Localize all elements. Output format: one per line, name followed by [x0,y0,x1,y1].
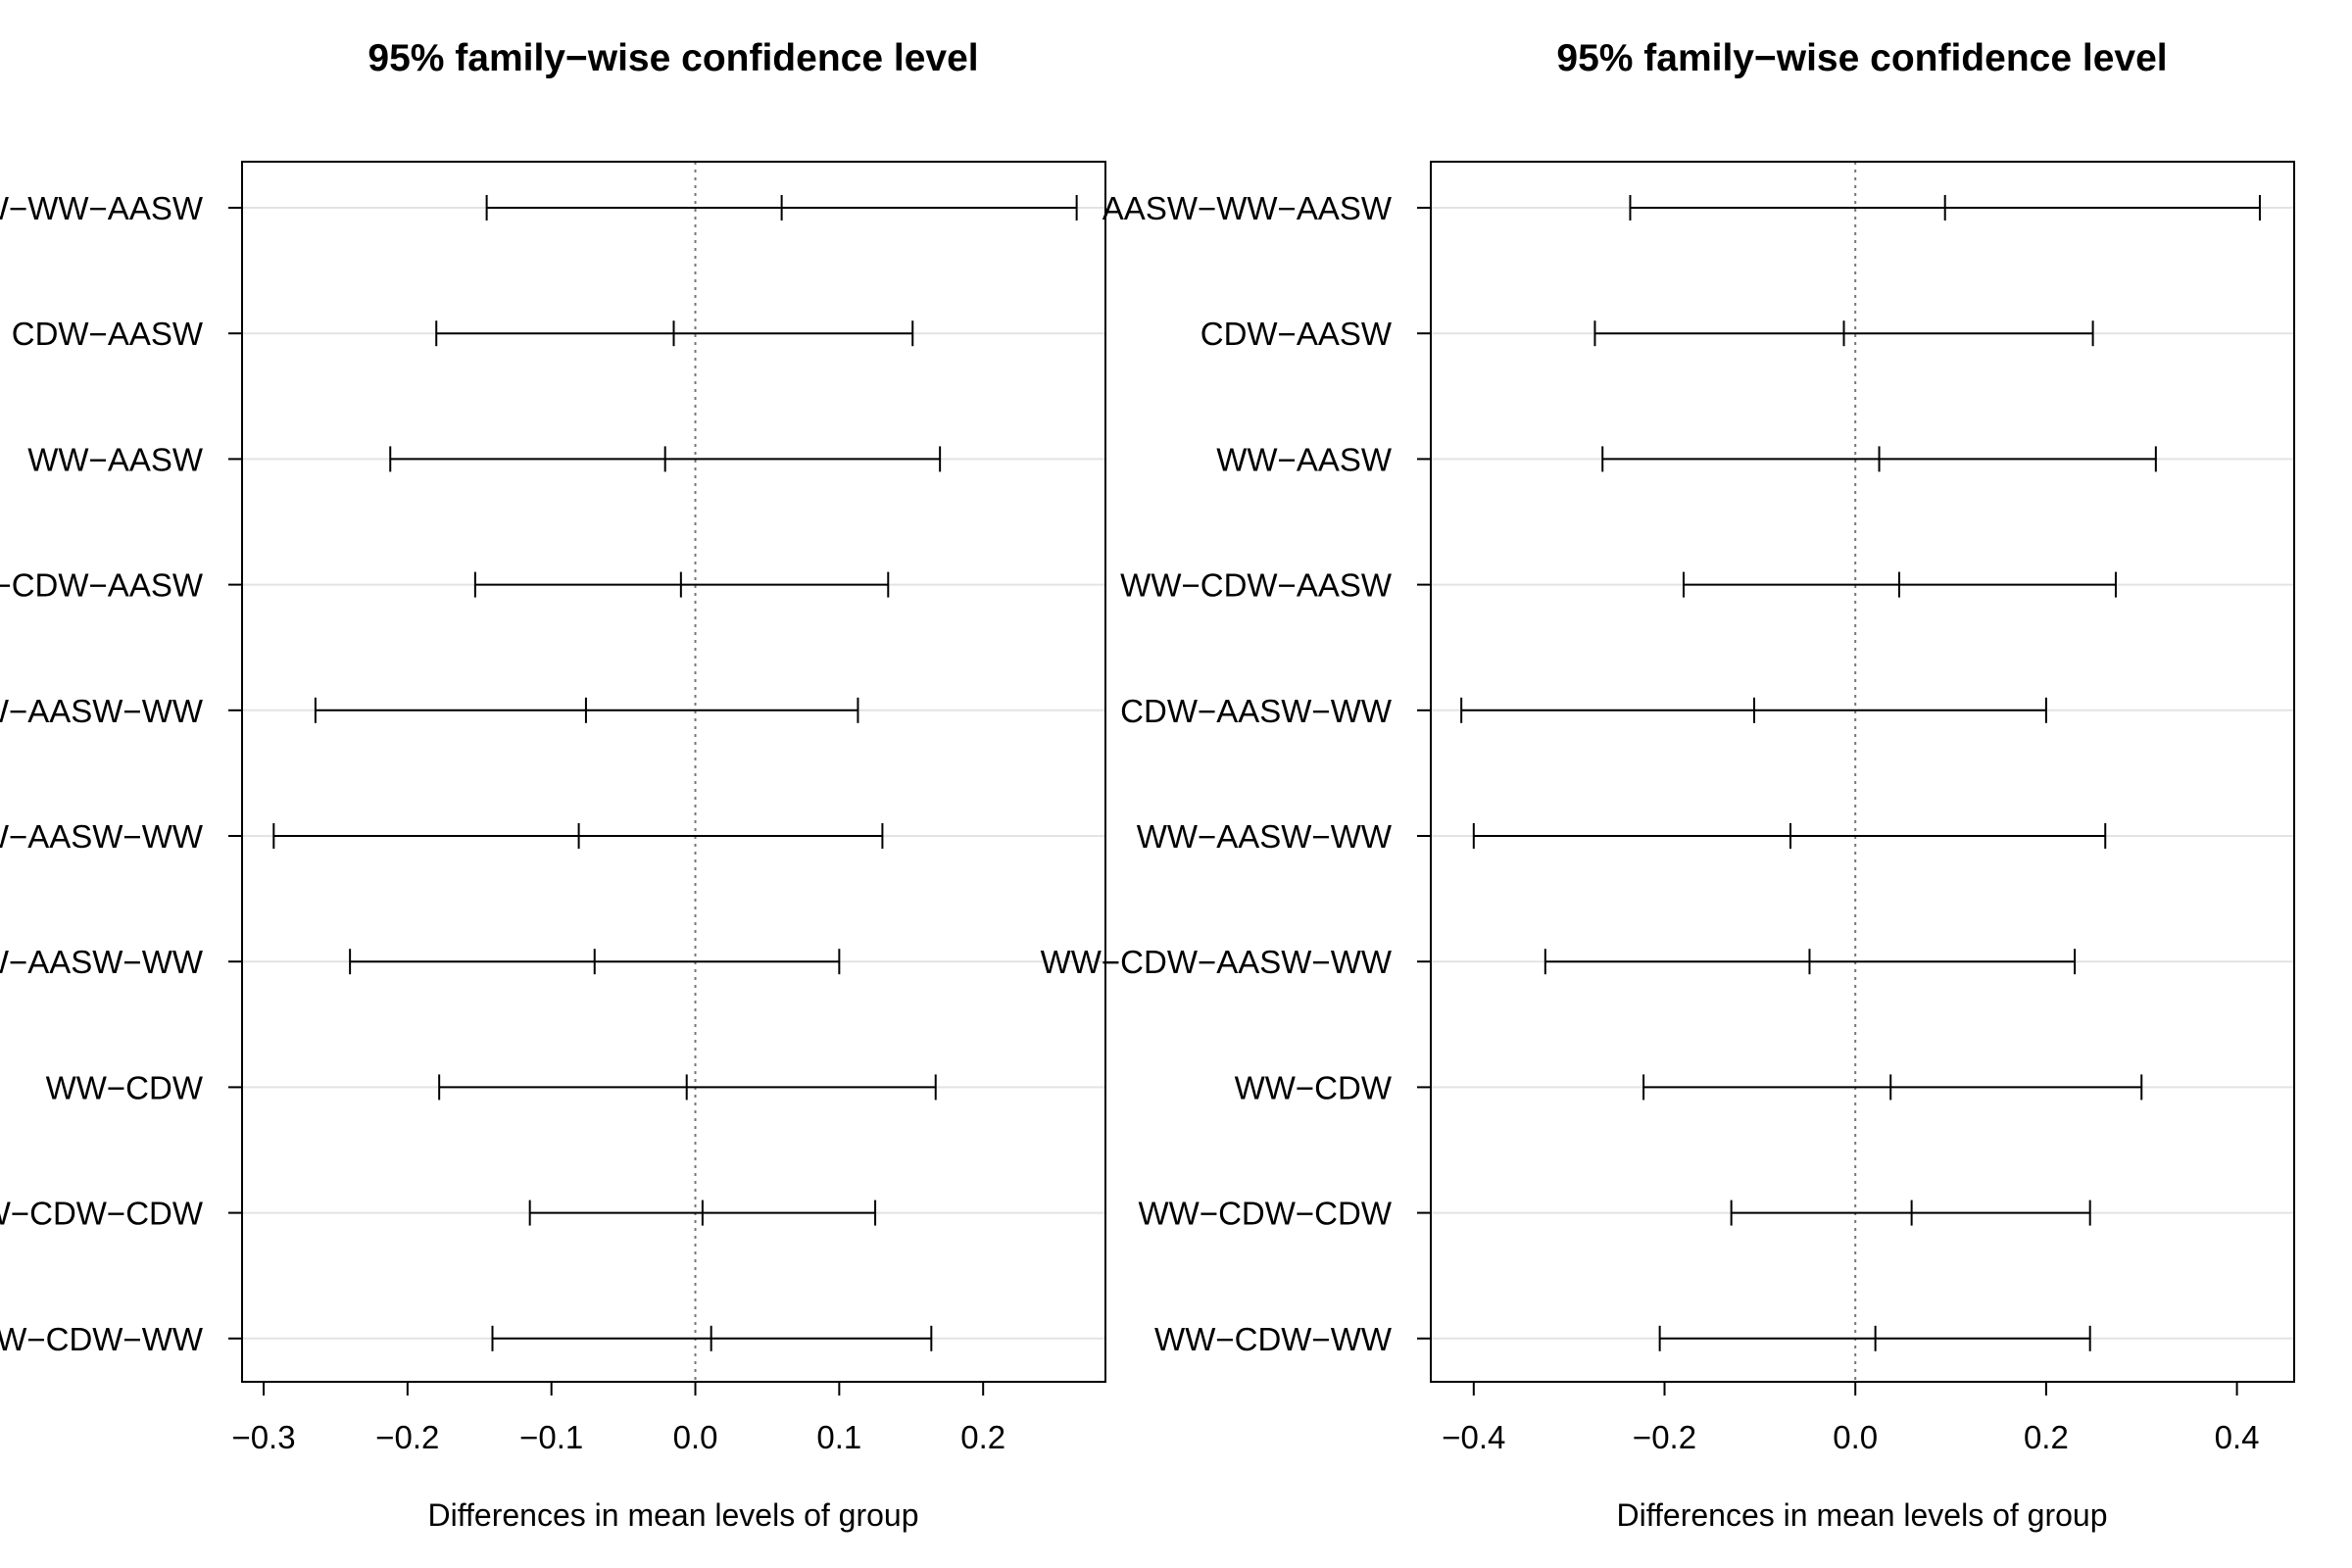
ci-row: WW−CDW−WW [1154,1321,2091,1357]
ci-row: WW−CDW−AASW [1120,567,2117,604]
category-label: WW−CDW [46,1069,204,1105]
category-label: WW−CDW−AASW [1120,567,1393,604]
panel-1: 95% family−wise confidence level W−WW−AAS… [0,37,1106,1533]
panel-2: 95% family−wise confidence level AASW−WW−… [1041,37,2295,1533]
x-tick-label: 0.2 [2024,1419,2069,1455]
category-label: AASW−WW−AASW [1102,190,1393,226]
ci-row: CDW−AASW [12,316,914,352]
ci-row: W−AASW−WW [0,818,884,855]
ci-row: W−CDW−WW [0,1321,933,1357]
x-tick-label: −0.3 [231,1419,295,1455]
ci-row: WW−AASW [27,441,942,477]
x-tick-label: 0.2 [960,1419,1005,1455]
category-label: CDW−AASW [12,316,204,352]
category-label: WW−CDW−CDW [1139,1196,1393,1232]
category-label: WW−CDW−AASW−WW [1041,944,1393,980]
ci-row: CDW−AASW [1200,316,2094,352]
ci-row: W−CDW−CDW [0,1196,877,1232]
ci-row: AASW−WW−AASW [1102,190,2261,226]
ci-row: WW−CDW−AASW−WW [1041,944,2077,980]
category-label: WW−AASW−WW [1137,818,1393,855]
ci-row: CDW−AASW−WW [1120,693,2047,729]
ci-row: W−AASW−WW [0,944,841,980]
x-axis-label: Differences in mean levels of group [1616,1497,2107,1533]
category-label: −CDW−AASW [0,567,204,604]
category-label: W−AASW−WW [0,693,204,729]
ci-row: WW−AASW−WW [1137,818,2107,855]
ci-row: WW−AASW [1216,441,2157,477]
x-tick-label: 0.0 [1833,1419,1878,1455]
category-label: CDW−AASW−WW [1120,693,1393,729]
category-label: W−AASW−WW [0,818,204,855]
category-label: WW−AASW [1216,441,1393,477]
x-tick-label: −0.4 [1442,1419,1505,1455]
plot-frame [1430,161,2295,1383]
ci-row: W−WW−AASW [0,190,1078,226]
category-label: W−CDW−CDW [0,1196,204,1232]
category-label: W−WW−AASW [0,190,204,226]
chart-title: 95% family−wise confidence level [1556,37,2167,79]
ci-row: WW−CDW−CDW [1139,1196,2091,1232]
category-label: WW−AASW [27,441,204,477]
x-tick-label: −0.1 [519,1419,583,1455]
ci-row: −CDW−AASW [0,567,890,604]
x-tick-label: −0.2 [375,1419,439,1455]
category-label: CDW−AASW [1200,316,1393,352]
category-label: W−CDW−WW [0,1321,204,1357]
x-tick-label: 0.4 [2215,1419,2260,1455]
ci-row: W−AASW−WW [0,693,859,729]
category-label: W−AASW−WW [0,944,204,980]
ci-row: WW−CDW [1235,1069,2143,1105]
x-tick-label: −0.2 [1633,1419,1696,1455]
chart-title: 95% family−wise confidence level [368,37,978,79]
x-axis-label: Differences in mean levels of group [427,1497,918,1533]
ci-row: WW−CDW [46,1069,937,1105]
x-axis: −0.4 −0.2 0.0 0.2 0.4 [1442,1381,2260,1455]
x-tick-label: 0.1 [816,1419,861,1455]
category-label: WW−CDW−WW [1154,1321,1393,1357]
x-axis: −0.3 −0.2 −0.1 0.0 0.1 0.2 [231,1381,1005,1455]
category-label: WW−CDW [1235,1069,1393,1105]
x-tick-label: 0.0 [673,1419,718,1455]
